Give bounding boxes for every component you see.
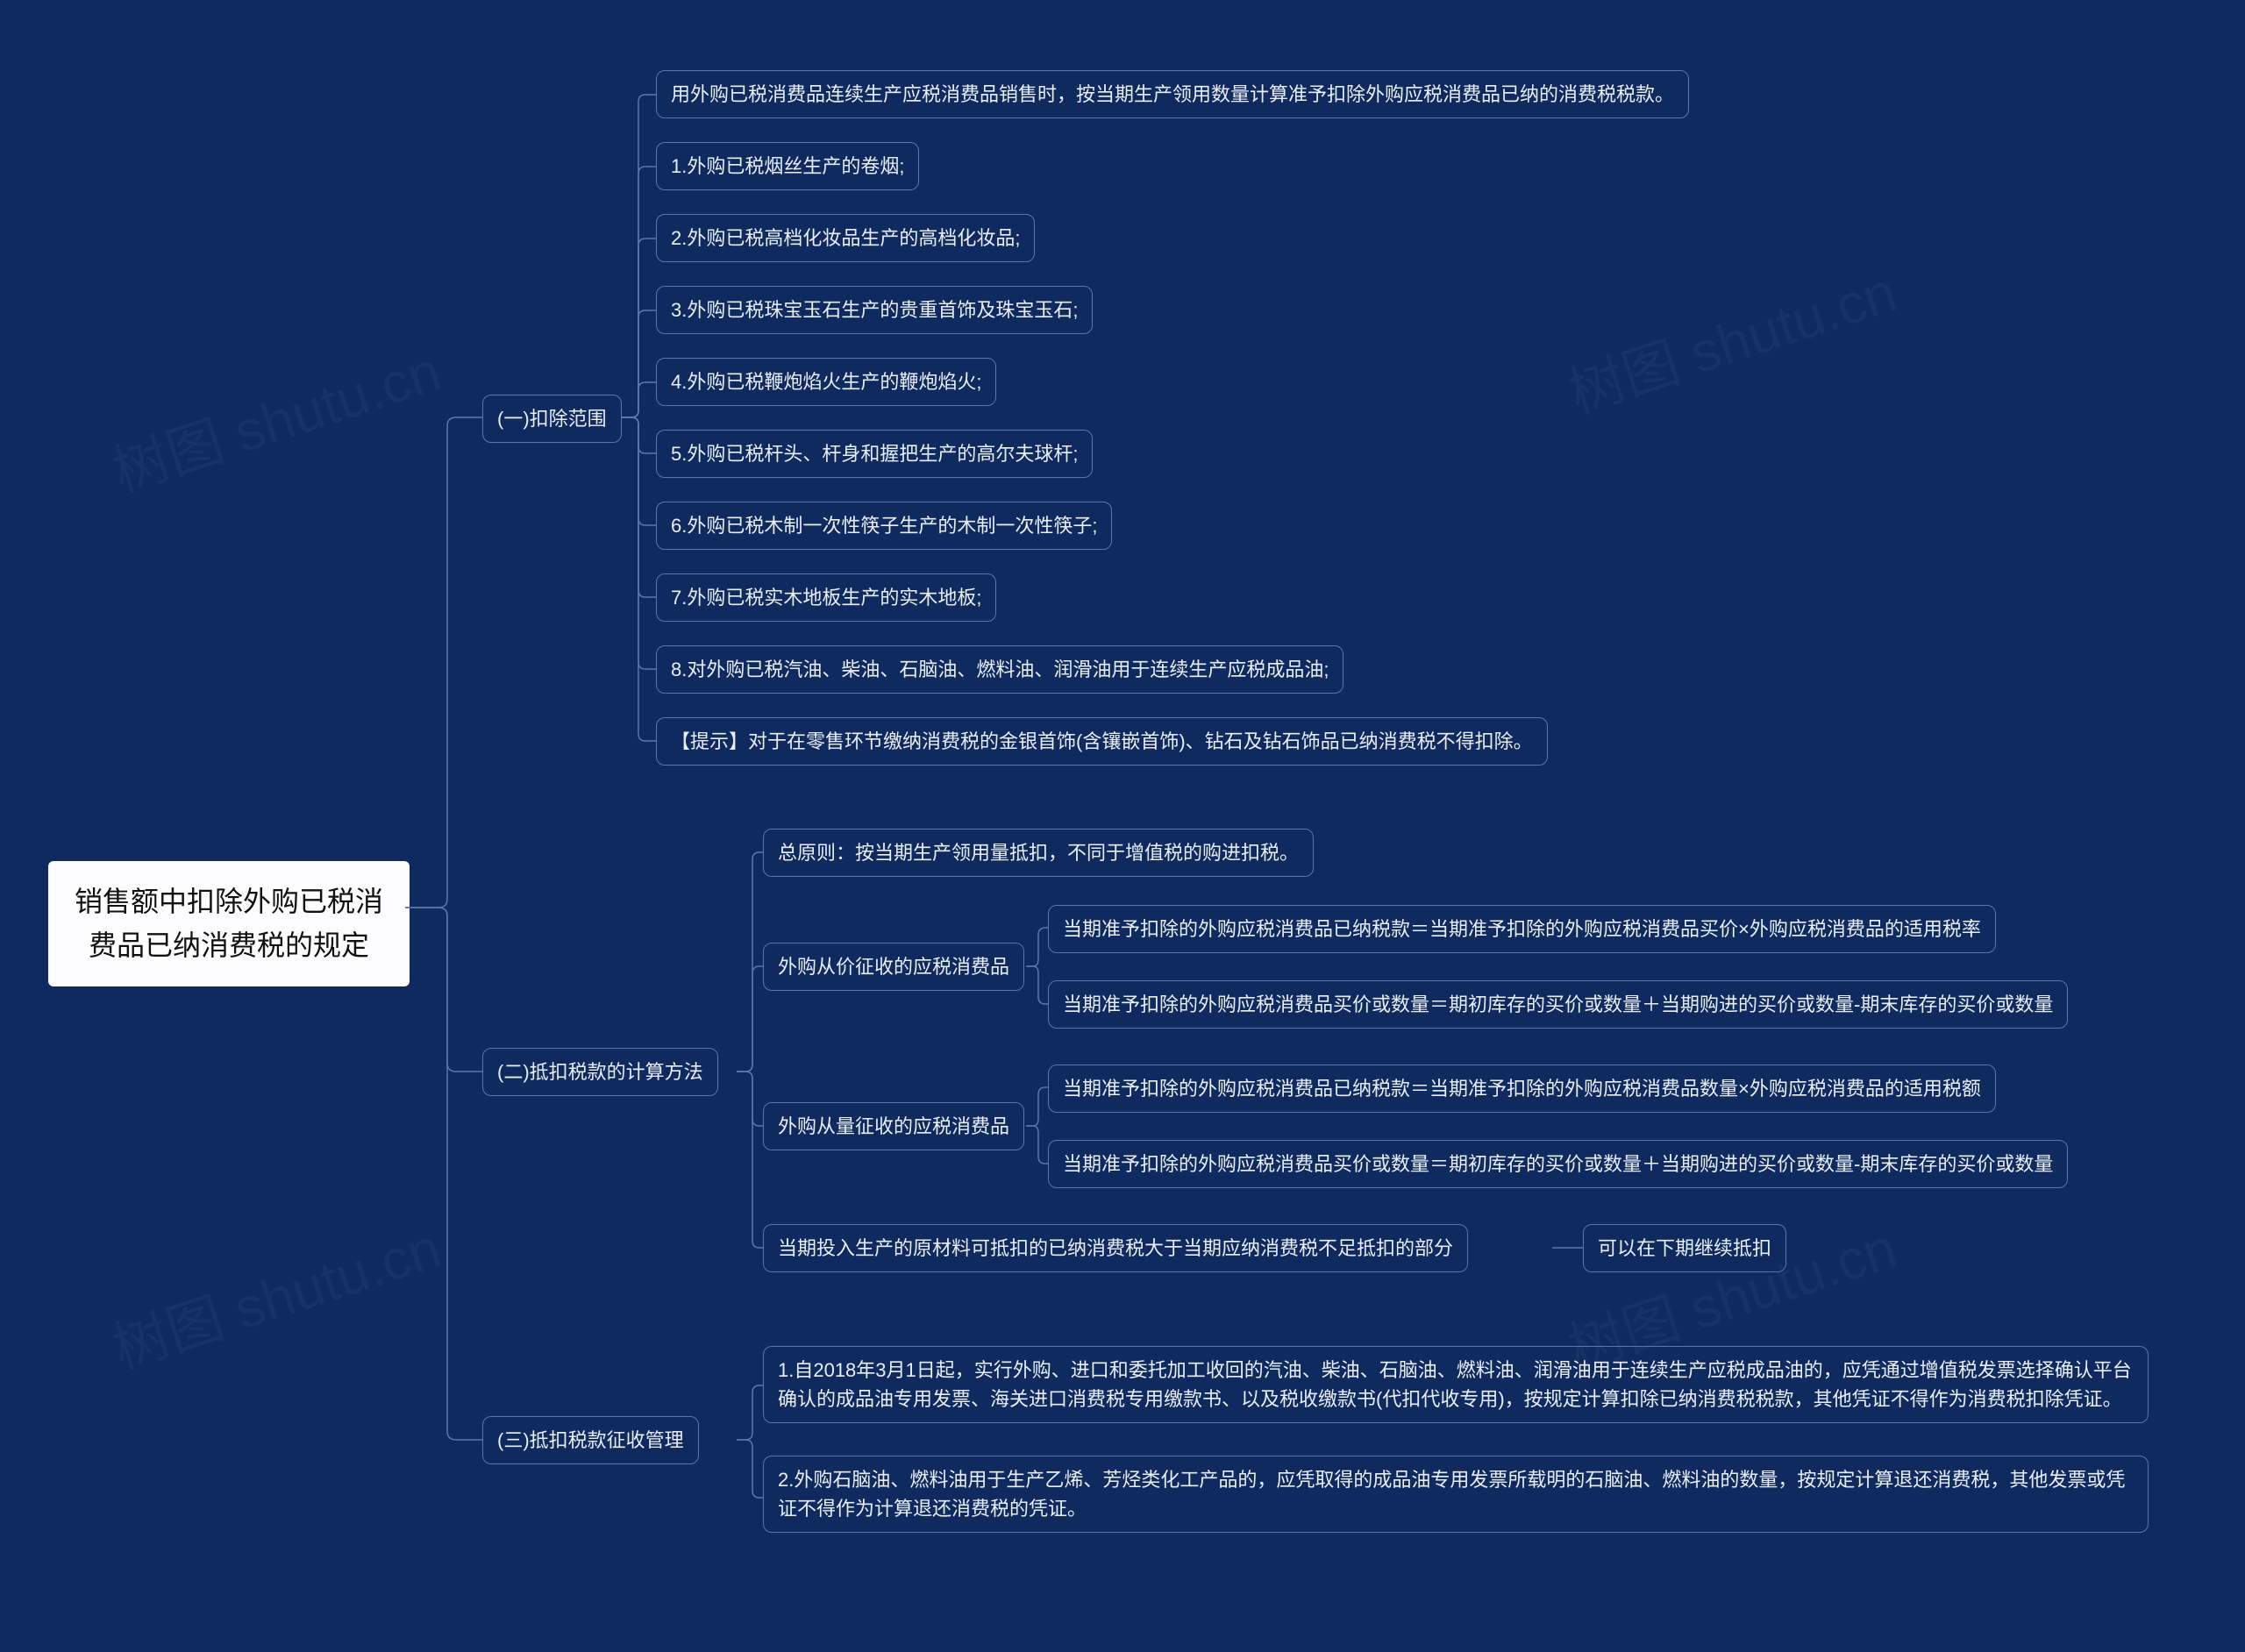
branch-2-c3: 当期投入生产的原材料可抵扣的已纳消费税大于当期应纳消费税不足抵扣的部分 [763,1224,1468,1272]
branch-1-item-7: 7.外购已税实木地板生产的实木地板; [656,573,996,622]
branch-3-item-0: 1.自2018年3月1日起，实行外购、进口和委托加工收回的汽油、柴油、石脑油、燃… [763,1346,2149,1423]
branch-2-c0: 总原则：按当期生产领用量抵扣，不同于增值税的购进扣税。 [763,829,1314,877]
branch-1-item-5: 5.外购已税杆头、杆身和握把生产的高尔夫球杆; [656,430,1093,478]
branch-1-item-9: 【提示】对于在零售环节缴纳消费税的金银首饰(含镶嵌首饰)、钻石及钻石饰品已纳消费… [656,717,1548,765]
mindmap-root: 销售额中扣除外购已税消 费品已纳消费税的规定 [48,861,410,986]
branch-1-item-0: 用外购已税消费品连续生产应税消费品销售时，按当期生产领用数量计算准予扣除外购应税… [656,70,1689,118]
branch-1-item-3: 3.外购已税珠宝玉石生产的贵重首饰及珠宝玉石; [656,286,1093,334]
watermark: 树图 shutu.cn [1557,247,1905,429]
root-line2: 费品已纳消费税的规定 [75,924,383,968]
branch-1-item-2: 2.外购已税高档化妆品生产的高档化妆品; [656,214,1035,262]
branch-2: (二)抵扣税款的计算方法 [482,1048,718,1096]
branch-2-c1: 外购从价征收的应税消费品 [763,943,1024,991]
branch-1-item-4: 4.外购已税鞭炮焰火生产的鞭炮焰火; [656,358,996,406]
branch-2-c3-0: 可以在下期继续抵扣 [1583,1224,1786,1272]
branch-2-c1-1: 当期准予扣除的外购应税消费品买价或数量＝期初库存的买价或数量＋当期购进的买价或数… [1048,980,2068,1029]
branch-1-item-1: 1.外购已税烟丝生产的卷烟; [656,142,919,190]
branch-1-item-8: 8.对外购已税汽油、柴油、石脑油、燃料油、润滑油用于连续生产应税成品油; [656,645,1343,694]
branch-2-c2: 外购从量征收的应税消费品 [763,1102,1024,1150]
branch-2-c1-0: 当期准予扣除的外购应税消费品已纳税款＝当期准予扣除的外购应税消费品买价×外购应税… [1048,905,1996,953]
branch-3: (三)抵扣税款征收管理 [482,1416,699,1464]
branch-3-item-1: 2.外购石脑油、燃料油用于生产乙烯、芳烃类化工产品的，应凭取得的成品油专用发票所… [763,1456,2149,1533]
branch-2-c2-1: 当期准予扣除的外购应税消费品买价或数量＝期初库存的买价或数量＋当期购进的买价或数… [1048,1140,2068,1188]
branch-1-item-6: 6.外购已税木制一次性筷子生产的木制一次性筷子; [656,502,1112,550]
watermark: 树图 shutu.cn [101,1203,449,1385]
branch-1: (一)扣除范围 [482,395,622,443]
watermark: 树图 shutu.cn [101,326,449,508]
branch-2-c2-0: 当期准予扣除的外购应税消费品已纳税款＝当期准予扣除的外购应税消费品数量×外购应税… [1048,1065,1996,1113]
root-line1: 销售额中扣除外购已税消 [75,880,383,924]
